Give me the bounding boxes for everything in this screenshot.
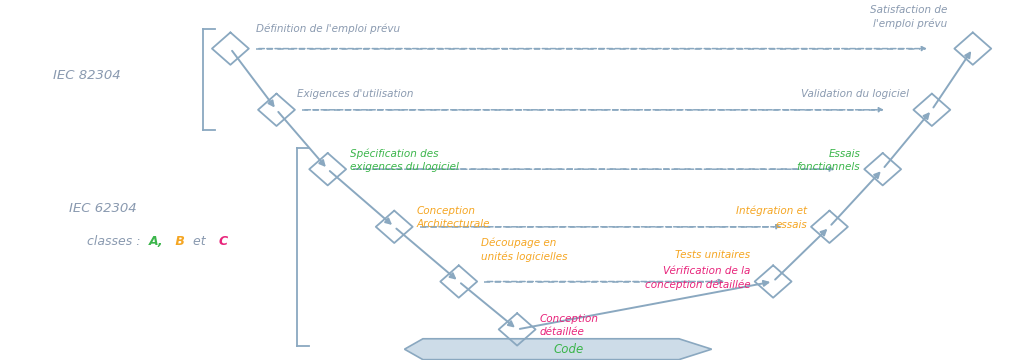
Polygon shape	[404, 339, 712, 360]
Text: Intégration et
essais: Intégration et essais	[736, 206, 807, 230]
Text: et: et	[189, 235, 210, 248]
Text: A,: A,	[148, 235, 163, 248]
Text: Validation du logiciel: Validation du logiciel	[802, 89, 909, 99]
Text: Satisfaction de
l'emploi prévu: Satisfaction de l'emploi prévu	[869, 5, 947, 29]
Text: Définition de l'emploi prévu: Définition de l'emploi prévu	[256, 24, 400, 34]
Text: classes :: classes :	[87, 235, 144, 248]
Text: IEC 62304: IEC 62304	[69, 202, 136, 215]
Text: Essais
fonctionnels: Essais fonctionnels	[797, 149, 860, 172]
Text: Conception
Architecturale: Conception Architecturale	[417, 206, 490, 229]
Text: B: B	[171, 235, 185, 248]
Text: Exigences d'utilisation: Exigences d'utilisation	[297, 89, 414, 99]
Text: IEC 82304: IEC 82304	[53, 69, 121, 82]
Text: Tests unitaires: Tests unitaires	[676, 250, 751, 260]
Text: Découpage en
unités logicielles: Découpage en unités logicielles	[481, 237, 567, 262]
Text: Code: Code	[553, 343, 584, 356]
Text: Vérification de la
conception détaillée: Vérification de la conception détaillée	[645, 266, 751, 290]
Text: Spécification des
exigences du logiciel: Spécification des exigences du logiciel	[350, 148, 459, 172]
Text: C: C	[218, 235, 227, 248]
Text: Conception
détaillée: Conception détaillée	[540, 314, 599, 337]
